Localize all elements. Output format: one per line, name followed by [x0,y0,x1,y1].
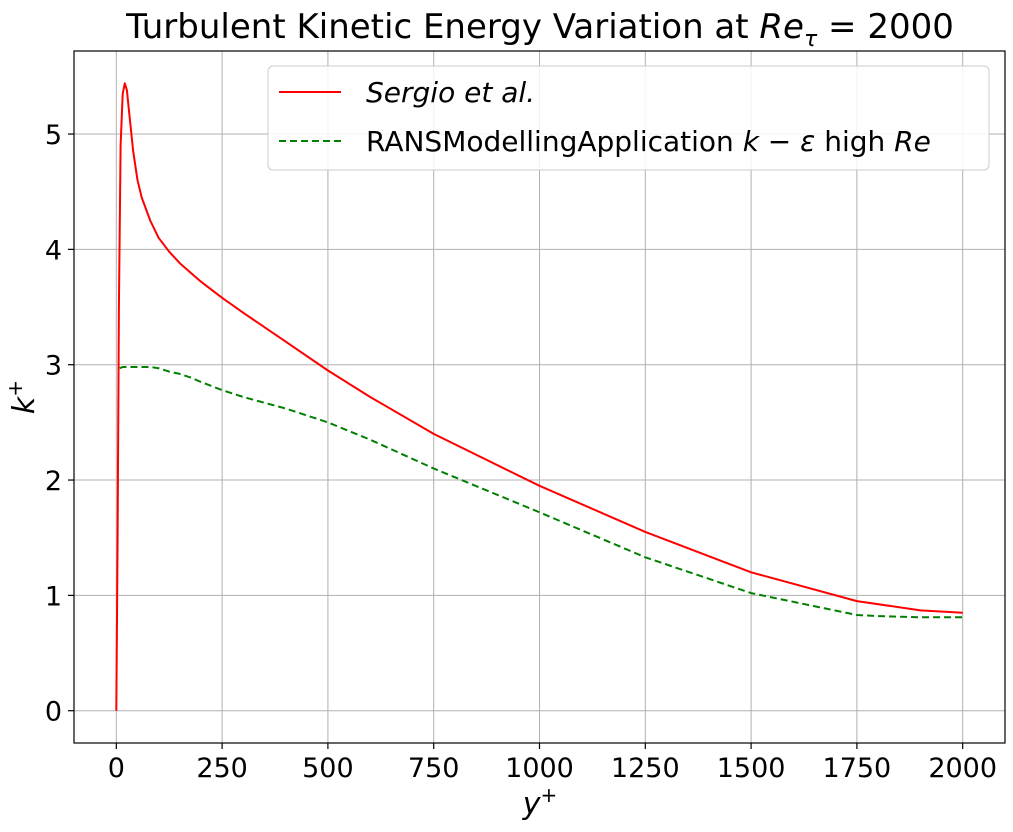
x-axis: 0 250 500 750 1000 1250 1500 1750 2000 [108,743,997,784]
y-tick-label: 4 [45,235,62,266]
x-tick-label: 1500 [717,753,786,784]
legend: Sergio et al. RANSModellingApplication k… [267,65,990,171]
series-line-sergio [115,82,963,711]
x-tick-label: 2000 [928,753,997,784]
y-tick-label: 3 [45,351,62,382]
x-tick-label: 0 [108,753,125,784]
legend-label-sergio: Sergio et al. [366,76,535,109]
legend-box [267,65,990,171]
y-tick-label: 0 [45,697,62,728]
y-axis: 0 1 2 3 4 5 [45,120,74,728]
y-tick-label: 1 [45,581,62,612]
x-tick-label: 1000 [505,753,574,784]
x-tick-label: 1750 [823,753,892,784]
y-tick-label: 2 [45,466,62,497]
x-tick-label: 750 [408,753,460,784]
x-tick-label: 500 [302,753,354,784]
y-tick-label: 5 [45,120,62,151]
series-line-rans [119,366,963,619]
legend-label-rans: RANSModellingApplication k − ε high Re [366,125,931,158]
x-tick-label: 250 [196,753,248,784]
chart-title: Turbulent Kinetic Energy Variation at Re… [125,7,954,52]
x-axis-label: y+ [522,783,558,822]
y-axis-label: k+ [3,380,42,414]
series-layer [115,82,963,711]
x-tick-label: 1250 [611,753,680,784]
